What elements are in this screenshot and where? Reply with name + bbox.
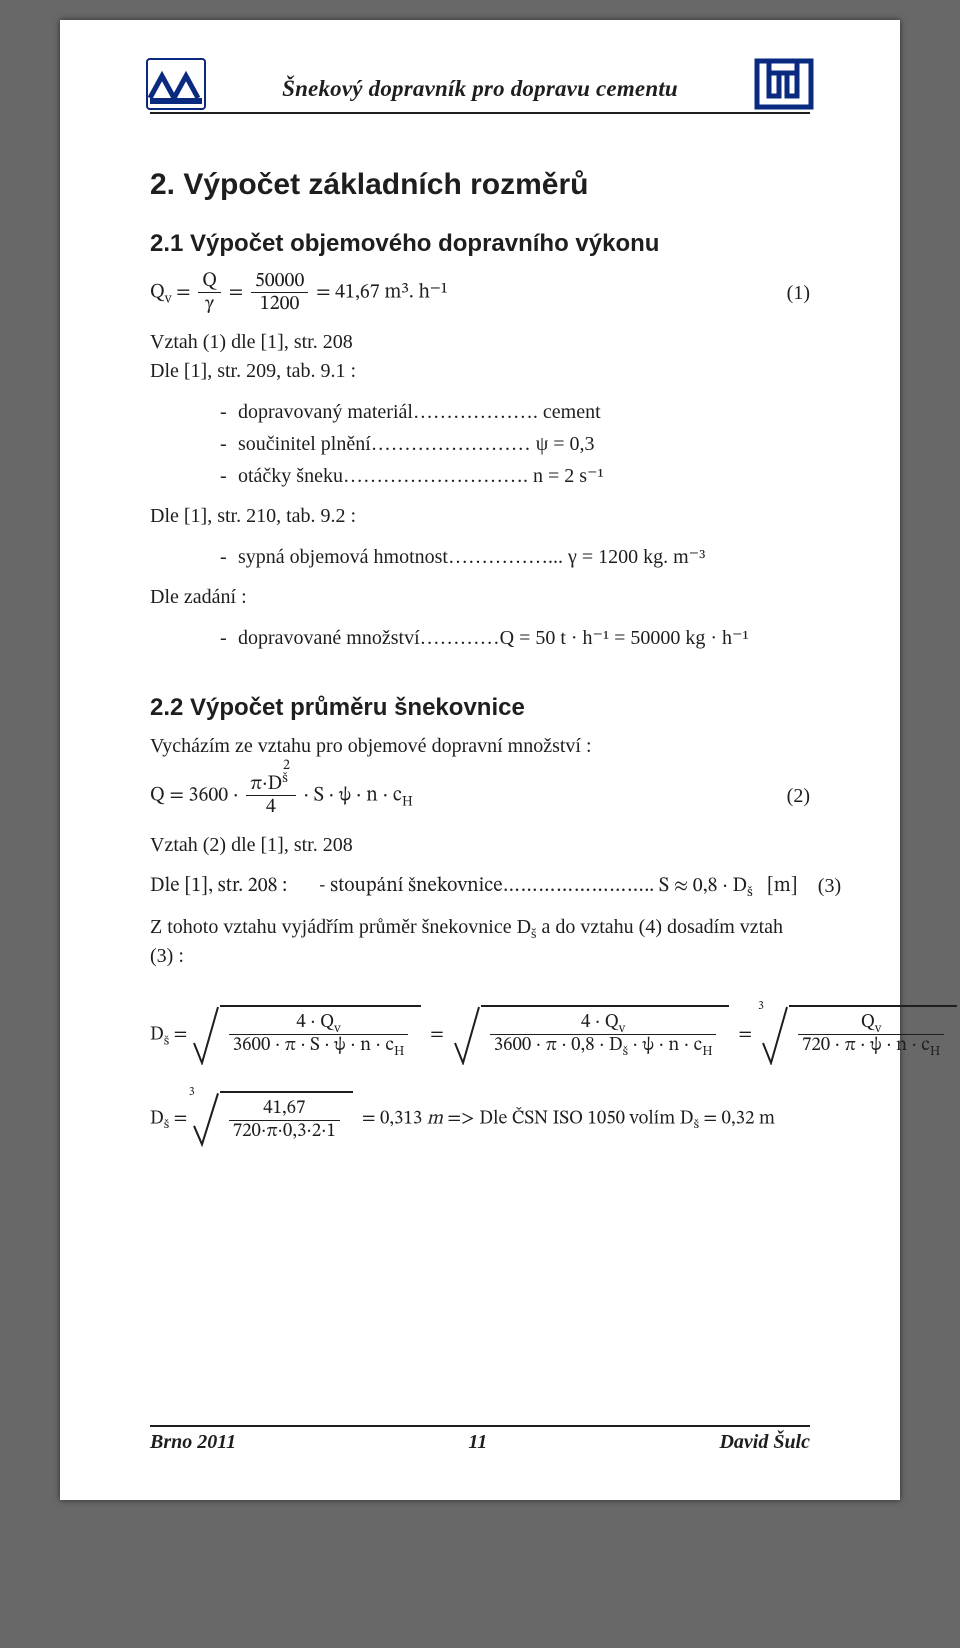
page-header: Šnekový dopravník pro dopravu cementu <box>150 68 810 114</box>
eq5-den: 720·π·0,3·2·1 <box>229 1121 340 1143</box>
eq2-number: (2) <box>767 785 810 808</box>
bullet-throughput: dopravované množství…………Q = 50 t · h⁻¹ =… <box>220 622 810 654</box>
bullet-group-1: dopravovaný materiál………………. cement souči… <box>220 396 810 492</box>
bullet-fillcoef: součinitel plnění…………………… ψ = 0,3 <box>220 428 810 460</box>
ref-tab91: Dle [1], str. 209, tab. 9.1 : <box>150 357 810 386</box>
per-assignment: Dle zadání : <box>150 583 810 612</box>
logo-left-icon <box>146 58 206 110</box>
header-rule <box>150 112 810 114</box>
eq2-frac-den: 4 <box>246 796 295 819</box>
bullet-group-3: dopravované množství…………Q = 50 t · h⁻¹ =… <box>220 622 810 654</box>
eq5-num: 41,67 <box>229 1099 340 1121</box>
cube-root-index-2: 3 <box>189 1085 195 1100</box>
eq3-lhs: Dle [1], str. 208 : <box>150 874 287 899</box>
logo-right-icon <box>754 58 814 110</box>
eq1-frac2-den: 1200 <box>251 293 309 316</box>
bullet-bulk-density: sypná objemová hmotnost……………... γ = 1200… <box>220 541 810 573</box>
eq1-frac2-num: 50000 <box>251 270 309 293</box>
eq2-lhs: Q = 3600 · <box>150 786 238 806</box>
eq1-rhs: = 41,67 m³. h⁻¹ <box>316 283 448 303</box>
intro-line-2-2: Vycházím ze vztahu pro objemové dopravní… <box>150 732 810 761</box>
footer-rule <box>150 1425 810 1427</box>
footer-left: Brno 2011 <box>150 1431 236 1454</box>
footer-center: 11 <box>468 1431 487 1454</box>
equation-3: Dle [1], str. 208 : - stoupání šnekovnic… <box>150 874 810 899</box>
subsection-2-1: 2.1 Výpočet objemového dopravního výkonu <box>150 230 810 258</box>
eq3-number: (3) <box>798 875 841 898</box>
relation-2-ref: Vztah (2) dle [1], str. 208 <box>150 831 810 860</box>
cube-root-index: 3 <box>758 999 764 1014</box>
ref-tab92: Dle [1], str. 210, tab. 9.2 : <box>150 502 810 531</box>
eq1-frac1-den: γ <box>198 293 221 316</box>
page-footer: Brno 2011 11 David Šulc <box>150 1425 810 1454</box>
equation-5: Dš = 3 41,67 720·π·0,3·2·1 = 0,313 m => … <box>150 1091 810 1147</box>
equation-1: Qv = Qγ = 500001200 = 41,67 m³. h⁻¹ (1) <box>150 270 810 316</box>
derivation-text: Z tohoto vztahu vyjádřím průměr šnekovni… <box>150 913 810 971</box>
eq1-frac1-num: Q <box>198 270 221 293</box>
footer-right: David Šulc <box>719 1431 810 1454</box>
header-title: Šnekový dopravník pro dopravu cementu <box>150 76 810 102</box>
bullet-rpm: otáčky šneku………………………. n = 2 s⁻¹ <box>220 460 810 492</box>
bullet-material: dopravovaný materiál………………. cement <box>220 396 810 428</box>
section-heading: 2. Výpočet základních rozměrů <box>150 168 810 202</box>
subsection-2-2: 2.2 Výpočet průměru šnekovnice <box>150 694 810 722</box>
relation-1-ref: Vztah (1) dle [1], str. 208 <box>150 328 810 357</box>
bullet-group-2: sypná objemová hmotnost……………... γ = 1200… <box>220 541 810 573</box>
eq1-number: (1) <box>767 282 810 305</box>
equation-2: Q = 3600 · π·D2š 4 · S · ψ · n · cH (2) <box>150 773 810 819</box>
equation-4: Dš = 4 · Qv 3600 · π · S · ψ · n · cH = … <box>150 1005 810 1065</box>
